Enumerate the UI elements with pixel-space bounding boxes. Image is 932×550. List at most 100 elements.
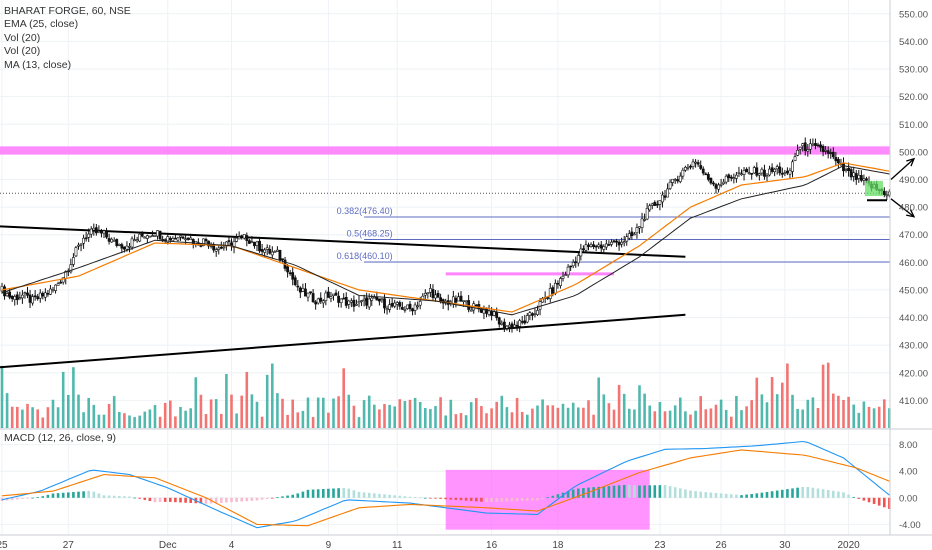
candle-up xyxy=(179,235,182,238)
macd-histogram-bar xyxy=(408,496,412,498)
candle-up xyxy=(658,200,662,205)
macd-histogram-bar xyxy=(857,497,861,499)
candle-down xyxy=(436,293,440,298)
macd-legend: MACD (12, 26, close, 9) xyxy=(4,432,117,444)
volume-bar xyxy=(719,399,723,428)
candle-down xyxy=(587,244,590,247)
candle-down xyxy=(84,237,88,240)
candle-up xyxy=(553,282,557,294)
candle-up xyxy=(765,175,769,178)
candle-down xyxy=(268,249,272,254)
volume-bar xyxy=(306,397,310,428)
candle-down xyxy=(689,165,692,168)
candle-down xyxy=(204,239,208,242)
macd-histogram-bar xyxy=(77,491,80,498)
candle-up xyxy=(403,309,407,311)
candle-up xyxy=(597,244,601,247)
candle-up xyxy=(153,235,157,237)
volume-bar xyxy=(781,382,784,428)
volume-bar xyxy=(123,413,126,428)
macd-histogram-bar xyxy=(118,495,121,498)
candle-down xyxy=(676,179,680,182)
volume-bar xyxy=(444,415,447,428)
volume-bar xyxy=(133,417,136,428)
candle-down xyxy=(441,299,445,304)
volume-bar xyxy=(612,409,616,428)
macd-histogram-bar xyxy=(265,497,269,499)
macd-histogram-bar xyxy=(46,494,50,498)
candle-up xyxy=(176,237,180,241)
macd-histogram-bar xyxy=(842,492,845,498)
candle-down xyxy=(227,240,231,242)
candle-up xyxy=(793,156,797,161)
volume-bar xyxy=(811,397,815,428)
macd-histogram-bar xyxy=(469,497,473,501)
macd-histogram-bar xyxy=(755,493,759,498)
candle-up xyxy=(681,169,685,177)
candle-down xyxy=(750,173,754,175)
candle-down xyxy=(288,272,292,275)
macd-histogram-bar xyxy=(204,497,208,504)
candle-up xyxy=(138,233,142,242)
candle-down xyxy=(523,320,527,324)
candle-up xyxy=(666,188,669,198)
volume-bar xyxy=(286,414,289,428)
candle-down xyxy=(709,177,713,184)
candle-up xyxy=(270,251,274,256)
candle-down xyxy=(15,294,19,301)
candle-up xyxy=(650,203,654,206)
macd-histogram-bar xyxy=(286,495,289,498)
candle-down xyxy=(240,235,244,237)
candle-up xyxy=(357,301,361,304)
volume-bar xyxy=(816,407,820,428)
macd-histogram-bar xyxy=(837,491,840,498)
candle-up xyxy=(20,294,24,299)
macd-histogram-bar xyxy=(877,497,881,506)
candle-up xyxy=(694,161,698,164)
candle-up xyxy=(347,300,351,305)
macd-histogram-bar xyxy=(740,495,743,498)
volume-bar xyxy=(92,404,96,428)
candle-up xyxy=(691,161,695,168)
arrow-down xyxy=(890,198,915,218)
candle-up xyxy=(184,238,188,241)
macd-histogram-bar xyxy=(31,497,34,499)
candle-up xyxy=(329,296,333,299)
macd-histogram-bar xyxy=(393,495,396,498)
candle-up xyxy=(671,178,675,183)
candle-up xyxy=(388,304,392,310)
macd-histogram-bar xyxy=(403,496,407,498)
candle-down xyxy=(400,307,404,310)
candle-up xyxy=(469,309,473,312)
macd-histogram-bar xyxy=(378,493,381,498)
candle-up xyxy=(214,249,218,252)
time-tick-label: 18 xyxy=(552,540,564,550)
candle-up xyxy=(265,247,269,250)
candle-up xyxy=(862,178,866,181)
volume-bar xyxy=(128,415,131,428)
volume-bar xyxy=(500,395,504,428)
volume-bar xyxy=(628,408,631,428)
candle-down xyxy=(510,323,514,330)
volume-bar xyxy=(714,404,718,428)
candle-down xyxy=(398,302,402,307)
candle-up xyxy=(426,292,430,294)
candle-down xyxy=(594,245,598,248)
candle-up xyxy=(355,303,358,306)
candle-up xyxy=(768,168,771,176)
candle-down xyxy=(551,287,555,294)
macd-histogram-bar xyxy=(260,497,264,500)
macd-histogram-bar xyxy=(867,497,871,503)
candle-down xyxy=(46,293,50,295)
macd-histogram-bar xyxy=(663,485,667,498)
volume-bar xyxy=(668,410,672,428)
macd-tick-label: 4.00 xyxy=(899,467,918,478)
macd-histogram-bar xyxy=(643,485,646,498)
volume-bar xyxy=(311,417,315,428)
candle-down xyxy=(245,235,249,241)
volume-bar xyxy=(561,403,565,428)
candle-down xyxy=(497,317,501,325)
candle-up xyxy=(513,324,516,328)
volume-bar xyxy=(10,406,14,428)
